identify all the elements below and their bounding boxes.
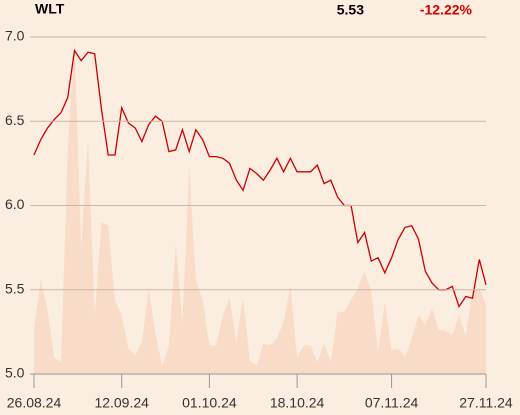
- x-tick-label: 27.11.24: [459, 395, 513, 411]
- y-tick-label: 5.0: [5, 365, 25, 381]
- x-tick-label: 12.09.24: [94, 395, 149, 411]
- y-tick-label: 6.0: [5, 196, 25, 212]
- y-tick-label: 5.5: [5, 280, 25, 296]
- y-tick-label: 6.5: [5, 112, 25, 128]
- y-tick-label: 7.0: [5, 28, 25, 44]
- price: 5.53: [337, 2, 364, 18]
- area: [34, 40, 486, 375]
- x-tick-label: 07.11.24: [365, 395, 419, 411]
- change: -12.22%: [420, 2, 473, 18]
- line: [33, 48, 487, 309]
- x-tick-label: 18.10.24: [270, 395, 325, 411]
- x-tick-label: 01.10.24: [182, 395, 237, 411]
- x-tick-label: 26.08.24: [7, 395, 62, 411]
- symbol: WLT: [35, 1, 65, 17]
